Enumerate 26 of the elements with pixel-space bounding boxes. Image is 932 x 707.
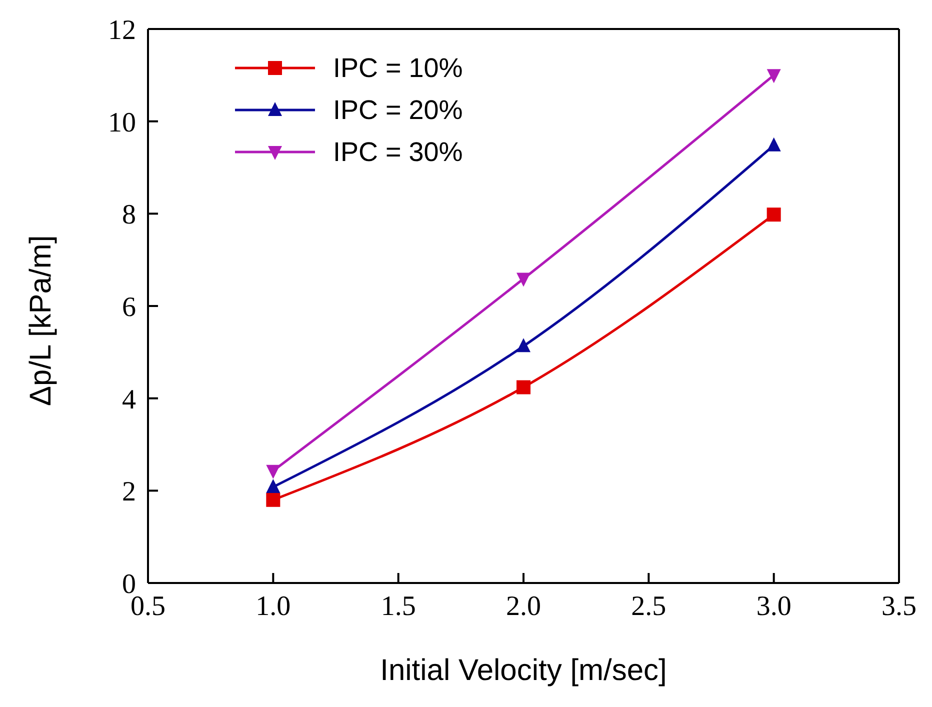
point [266,478,280,493]
x-tick-label: 2.5 [631,590,666,622]
point [516,380,530,394]
point [516,272,530,287]
y-tick-label: 4 [122,384,136,416]
x-tick-label: 2.0 [506,590,541,622]
x-tick-label: 1.0 [256,590,291,622]
x-tick-label: 1.5 [380,590,416,622]
y-tick-label: 10 [108,107,136,138]
y-tick-label: 8 [122,200,136,231]
point [766,137,781,152]
point [266,492,280,507]
x-tick-label: 3.0 [756,590,792,622]
legend-label: IPC = 20% [333,94,463,126]
point [766,208,781,222]
legend-label: IPC = 30% [333,136,463,168]
point [266,464,280,479]
x-axis-title: Initial Velocity [m/sec] [380,654,667,687]
y-tick-label: 6 [122,292,136,323]
point [766,69,781,84]
legend-label: IPC = 10% [333,52,463,84]
point [516,338,530,352]
y-tick-label: 12 [108,14,136,46]
y-axis-title: Δp/L [kPa/m] [24,235,58,406]
x-tick-label: 3.5 [882,590,916,622]
y-tick-label: 2 [122,476,136,508]
